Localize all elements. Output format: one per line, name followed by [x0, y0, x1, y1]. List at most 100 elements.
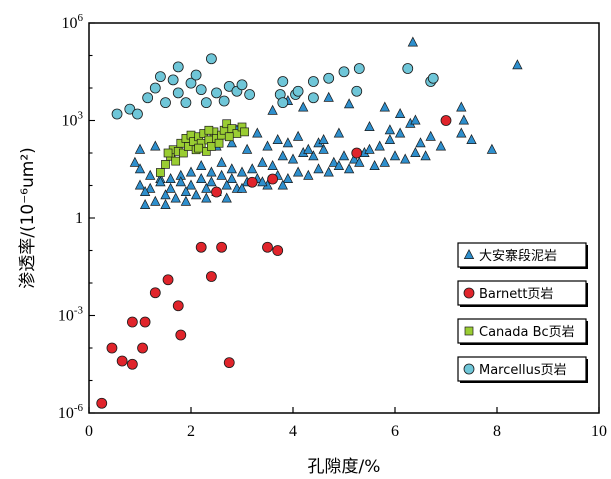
data-point-series-1 [180, 186, 192, 196]
data-point-series-1 [221, 192, 232, 203]
data-point-series-1 [134, 163, 146, 174]
y-tick-label: 106 [62, 12, 84, 32]
data-point-series-1 [201, 182, 212, 193]
data-point-series-1 [236, 166, 248, 177]
data-point-series-2 [272, 245, 284, 256]
data-point-series-3 [207, 142, 216, 151]
data-point-series-2 [267, 173, 279, 185]
data-point-series-2 [195, 241, 207, 253]
data-point-series-2 [216, 241, 228, 253]
data-point-series-4 [338, 66, 350, 78]
data-point-series-4 [218, 95, 230, 107]
y-tick-label: 103 [62, 110, 84, 130]
data-point-series-1 [303, 169, 314, 180]
data-point-series-1 [282, 137, 294, 148]
data-point-series-4 [292, 85, 304, 97]
data-point-series-1 [458, 114, 470, 125]
y-axis-ticks: 106 103 1 10-3 10-6 [58, 12, 95, 422]
legend-item-box [457, 356, 587, 382]
data-point-series-4 [185, 77, 197, 89]
data-point-series-1 [252, 127, 263, 138]
data-point-series-2 [116, 355, 128, 367]
x-tick-label: 0 [85, 423, 93, 440]
data-point-series-4 [307, 76, 319, 87]
legend-item-box [457, 318, 587, 344]
data-point-series-1 [206, 166, 217, 177]
data-point-series-1 [338, 150, 350, 161]
data-point-series-1 [420, 150, 431, 161]
y-tick-label: 10-6 [58, 402, 84, 422]
data-point-series-1 [298, 101, 309, 112]
data-point-series-4 [142, 92, 154, 104]
data-point-series-4 [211, 87, 222, 99]
data-point-series-3 [224, 132, 234, 142]
legend-marker-2 [463, 287, 475, 299]
data-point-series-2 [440, 115, 452, 126]
data-point-series-1 [226, 163, 237, 174]
data-point-series-3 [194, 143, 203, 153]
data-point-series-4 [160, 97, 171, 109]
data-point-series-1 [456, 127, 467, 138]
data-point-series-4 [205, 53, 217, 65]
data-point-series-1 [267, 160, 278, 170]
data-point-series-1 [394, 127, 406, 138]
data-point-series-1 [354, 156, 365, 167]
data-point-series-1 [364, 121, 375, 131]
data-point-series-1 [415, 137, 426, 148]
data-point-series-1 [185, 166, 197, 177]
data-point-series-1 [277, 179, 288, 190]
data-point-series-1 [282, 173, 294, 183]
data-point-series-1 [221, 179, 232, 190]
x-tick-label: 2 [187, 423, 195, 440]
data-point-series-1 [226, 173, 237, 183]
legend-marker-1 [463, 249, 475, 259]
data-point-series-4 [402, 63, 414, 74]
data-point-series-1 [456, 101, 467, 112]
data-point-series-1 [165, 173, 176, 183]
data-point-series-1 [139, 186, 151, 196]
x-axis-title: 孔隙度/% [308, 457, 381, 477]
data-point-series-2 [175, 329, 187, 341]
legend-label: Marcellus页岩 [479, 363, 567, 378]
data-point-series-1 [160, 189, 171, 200]
data-point-series-2 [106, 342, 118, 354]
data-point-series-1 [435, 140, 447, 151]
data-point-series-1 [150, 195, 161, 206]
data-point-series-1 [257, 176, 268, 187]
data-point-series-1 [389, 150, 401, 161]
data-point-series-1 [134, 143, 146, 154]
data-point-series-1 [364, 143, 375, 154]
plot-points [96, 36, 523, 409]
legend: 大安寨段泥岩 Barnett页岩 Canada Bc页岩 Marcellus页岩 [457, 242, 588, 383]
data-point-series-3 [161, 160, 170, 169]
data-point-series-1 [343, 98, 355, 109]
data-point-series-1 [216, 169, 227, 180]
data-point-series-1 [170, 192, 181, 203]
data-point-series-4 [180, 97, 192, 109]
data-point-series-1 [190, 189, 202, 200]
data-point-series-3 [222, 119, 232, 129]
data-point-series-1 [150, 140, 161, 151]
data-point-series-1 [303, 143, 314, 154]
data-point-series-1 [407, 36, 419, 47]
data-point-series-1 [145, 182, 156, 193]
data-point-series-1 [369, 160, 380, 170]
data-point-series-4 [277, 76, 289, 87]
x-axis-ticks: 0 2 4 6 8 10 [85, 407, 607, 440]
data-point-series-4 [172, 87, 184, 99]
data-point-series-1 [292, 130, 304, 141]
data-point-series-1 [287, 153, 299, 164]
data-point-series-4 [190, 69, 202, 81]
data-point-series-1 [236, 182, 248, 193]
data-point-series-1 [185, 179, 197, 190]
legend-label: Canada Bc页岩 [479, 325, 575, 340]
data-point-series-3 [156, 168, 165, 177]
data-point-series-1 [384, 134, 396, 144]
data-point-series-1 [384, 124, 396, 135]
x-tick-label: 8 [493, 423, 501, 440]
data-point-series-4 [167, 74, 179, 86]
data-point-series-1 [277, 150, 288, 161]
data-point-series-1 [196, 160, 207, 170]
data-point-series-2 [262, 241, 273, 253]
data-point-series-1 [410, 114, 421, 125]
